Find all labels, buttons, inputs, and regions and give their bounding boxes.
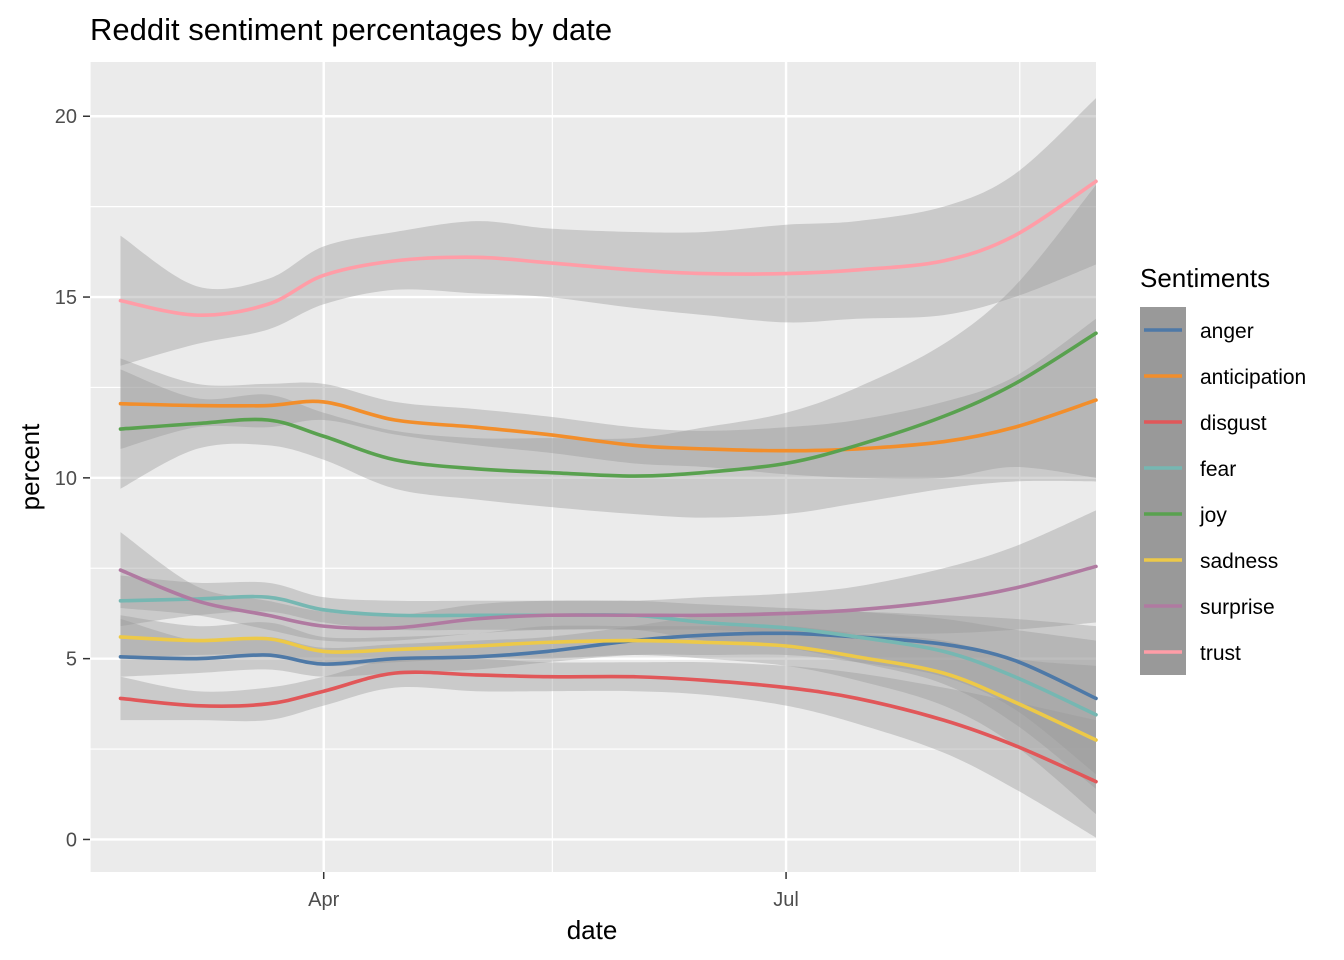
y-tick-label: 15 [55, 287, 77, 309]
legend-label-joy: joy [1199, 504, 1227, 527]
series-lines [118, 179, 1098, 784]
y-tick-label: 20 [55, 106, 77, 128]
line-sadness [118, 635, 1098, 742]
y-tick-label: 5 [66, 649, 77, 671]
y-axis-title: percent [15, 423, 45, 510]
plot-panel [90, 62, 1096, 872]
legend-label-surprise: surprise [1200, 596, 1275, 619]
legend-label-fear: fear [1200, 458, 1236, 481]
x-axis: Apr Jul [308, 872, 799, 911]
x-axis-title: date [567, 915, 618, 945]
band-joy [120, 184, 1097, 518]
grid-major [90, 62, 1096, 872]
legend-label-anger: anger [1200, 320, 1254, 343]
legend-label-anticipation: anticipation [1200, 366, 1306, 389]
y-axis: 0 5 10 15 20 [55, 106, 90, 851]
legend-title: Sentiments [1140, 263, 1270, 293]
line-anticipation [118, 398, 1098, 453]
grid-minor [89, 62, 1096, 872]
legend-label-sadness: sadness [1200, 550, 1278, 573]
band-disgust [120, 657, 1097, 838]
line-joy [118, 331, 1098, 478]
line-trust [118, 179, 1098, 317]
legend: Sentiments anger anticipation disgust fear j… [1140, 263, 1306, 675]
band-trust [120, 98, 1097, 366]
legend-key-background [1140, 307, 1186, 675]
y-tick-label: 10 [55, 468, 77, 490]
line-surprise [118, 564, 1098, 631]
line-anger [118, 631, 1098, 701]
legend-label-disgust: disgust [1200, 412, 1267, 435]
chart-title: Reddit sentiment percentages by date [90, 12, 612, 47]
band-sadness [120, 615, 1097, 815]
x-tick-label: Jul [773, 889, 799, 911]
y-tick-label: 0 [66, 829, 77, 851]
band-fear [120, 575, 1097, 789]
band-anticipation [120, 318, 1097, 479]
line-disgust [118, 670, 1098, 784]
x-tick-label: Apr [308, 889, 339, 911]
legend-label-trust: trust [1200, 642, 1241, 665]
legend-keys: anger anticipation disgust fear joy sadness su… [1140, 307, 1306, 675]
